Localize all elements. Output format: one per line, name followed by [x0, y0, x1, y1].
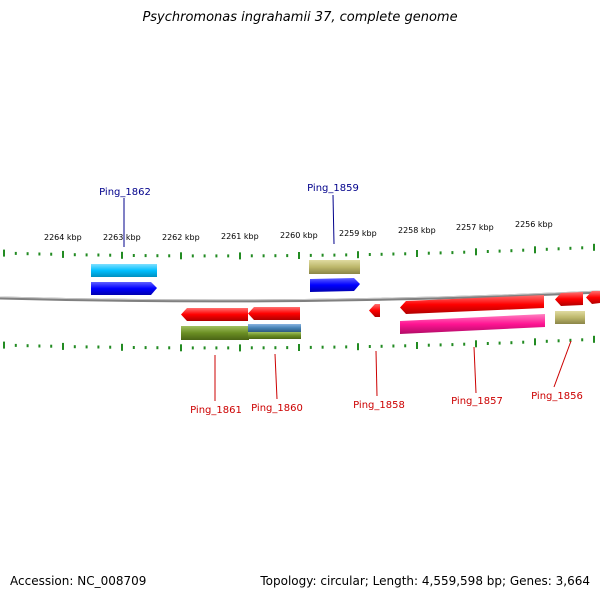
kbp-label-2261: 2261 kbp	[221, 232, 259, 241]
kbp-label-2258: 2258 kbp	[398, 226, 436, 235]
feature-red-1861[interactable]	[181, 308, 248, 321]
genome-backbone	[0, 290, 600, 303]
tick-row-bottom	[3, 335, 595, 352]
feature-olive-1860[interactable]	[248, 332, 301, 339]
map-title: Psychromonas ingrahamii 37, complete gen…	[142, 10, 458, 25]
feature-blue-1862[interactable]	[91, 282, 157, 295]
kbp-label-2264: 2264 kbp	[44, 233, 82, 242]
kbp-label-2260: 2260 kbp	[280, 231, 318, 240]
feature-red-1860[interactable]	[248, 307, 300, 320]
gene-label-ping-1856[interactable]: Ping_1856	[531, 391, 583, 402]
kbp-label-2263: 2263 kbp	[103, 233, 141, 242]
tick-row-top	[3, 243, 595, 260]
accession-label: Accession: NC_008709	[10, 574, 147, 588]
gene-label-ping-1860[interactable]: Ping_1860	[251, 403, 303, 414]
feature-red-1858[interactable]	[369, 304, 380, 317]
label-leader-lines	[123, 194, 572, 401]
kbp-label-2256: 2256 kbp	[515, 220, 553, 229]
features-forward	[91, 260, 360, 295]
feature-steel-1860[interactable]	[248, 324, 301, 332]
feature-olive-1861[interactable]	[181, 326, 249, 340]
feature-red-1857[interactable]	[400, 295, 544, 314]
topology-summary: Topology: circular; Length: 4,559,598 bp…	[260, 574, 590, 588]
kbp-label-2262: 2262 kbp	[162, 233, 200, 242]
feature-khaki-1859[interactable]	[309, 260, 360, 274]
gene-label-ping-1858[interactable]: Ping_1858	[353, 400, 405, 411]
gene-label-ping-1857[interactable]: Ping_1857	[451, 396, 503, 407]
gene-label-ping-1859[interactable]: Ping_1859	[307, 183, 359, 194]
feature-cyan-1862[interactable]	[91, 264, 157, 277]
feature-blue-1859[interactable]	[310, 278, 360, 292]
feature-red-1856b[interactable]	[586, 291, 600, 304]
feature-magenta-1857[interactable]	[400, 314, 545, 334]
kbp-scale-labels: 2264 kbp 2263 kbp 2262 kbp 2261 kbp 2260…	[44, 220, 553, 242]
features-reverse	[181, 291, 600, 340]
feature-khaki-1856[interactable]	[555, 311, 585, 324]
gene-labels: Ping_1862 Ping_1859 Ping_1861 Ping_1860 …	[99, 183, 583, 416]
feature-red-1856a[interactable]	[555, 292, 583, 306]
gene-label-ping-1862[interactable]: Ping_1862	[99, 187, 151, 198]
gene-label-ping-1861[interactable]: Ping_1861	[190, 405, 242, 416]
kbp-label-2257: 2257 kbp	[456, 223, 494, 232]
kbp-label-2259: 2259 kbp	[339, 229, 377, 238]
